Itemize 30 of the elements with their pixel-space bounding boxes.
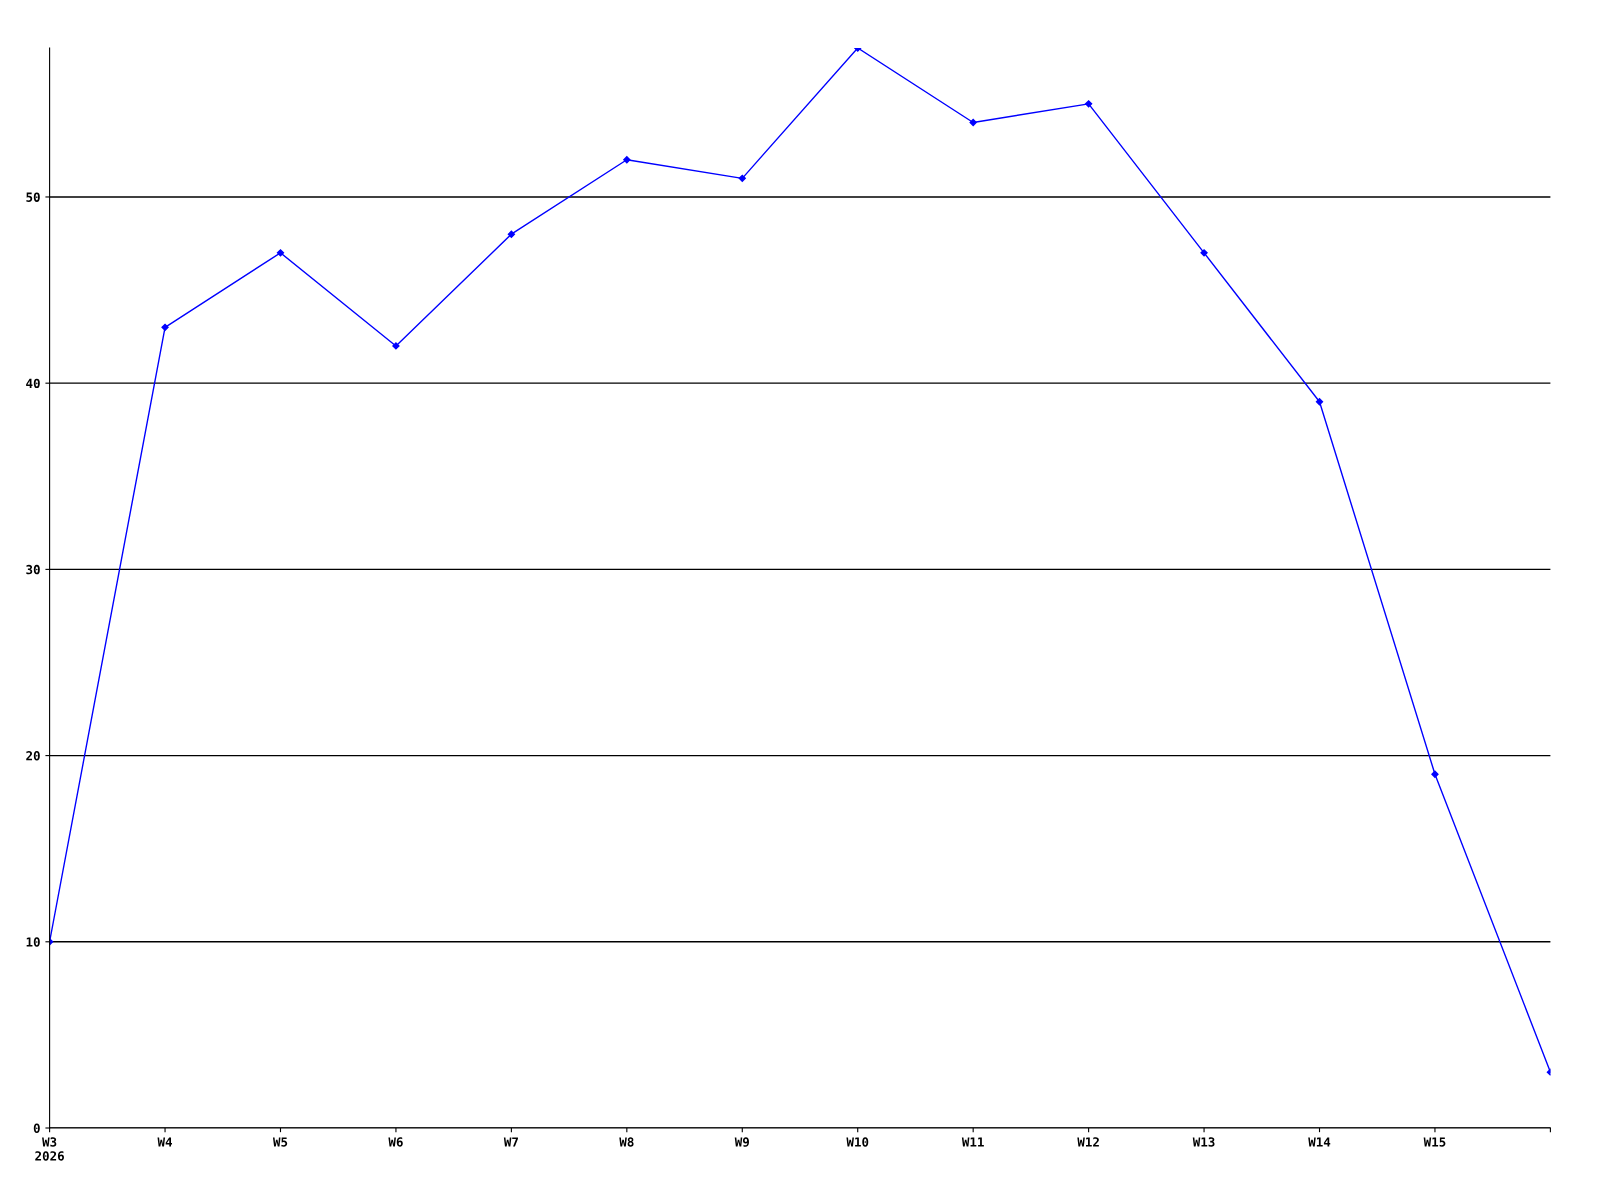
- point: [161, 323, 169, 331]
- point: [623, 156, 631, 164]
- x-tick-label: W7: [503, 1137, 518, 1147]
- x-tick-label: W6: [388, 1137, 403, 1147]
- x-tick-label: W15: [1423, 1137, 1446, 1147]
- y-tick-label: 40: [26, 378, 40, 389]
- x-tick-label: W10: [846, 1137, 869, 1147]
- point: [738, 174, 746, 182]
- y-tick-label: 30: [26, 564, 40, 575]
- x-tick-label: W3 2026: [35, 1137, 64, 1161]
- y-tick-label: 50: [26, 192, 40, 202]
- point: [1084, 100, 1093, 108]
- x-tick-label: W5: [272, 1137, 288, 1147]
- point: [392, 342, 400, 350]
- x-tick-label: W11: [961, 1137, 984, 1147]
- point: [969, 118, 977, 127]
- point: [1200, 249, 1208, 257]
- x-tick-label: W12: [1077, 1137, 1099, 1147]
- x-tick-label: W14: [1308, 1137, 1331, 1147]
- x-tick-label: W13: [1192, 1137, 1215, 1147]
- y-tick-label: 20: [26, 751, 40, 761]
- y-tick-label: 0: [33, 1123, 40, 1133]
- point: [276, 249, 285, 257]
- point: [1315, 398, 1324, 406]
- y-tick-label: 10: [26, 937, 40, 947]
- point: [507, 230, 516, 238]
- point: [1431, 770, 1439, 778]
- x-tick-label: W8: [619, 1137, 634, 1147]
- x-tick-label: W9: [734, 1137, 749, 1147]
- x-tick-label: W4: [157, 1137, 173, 1147]
